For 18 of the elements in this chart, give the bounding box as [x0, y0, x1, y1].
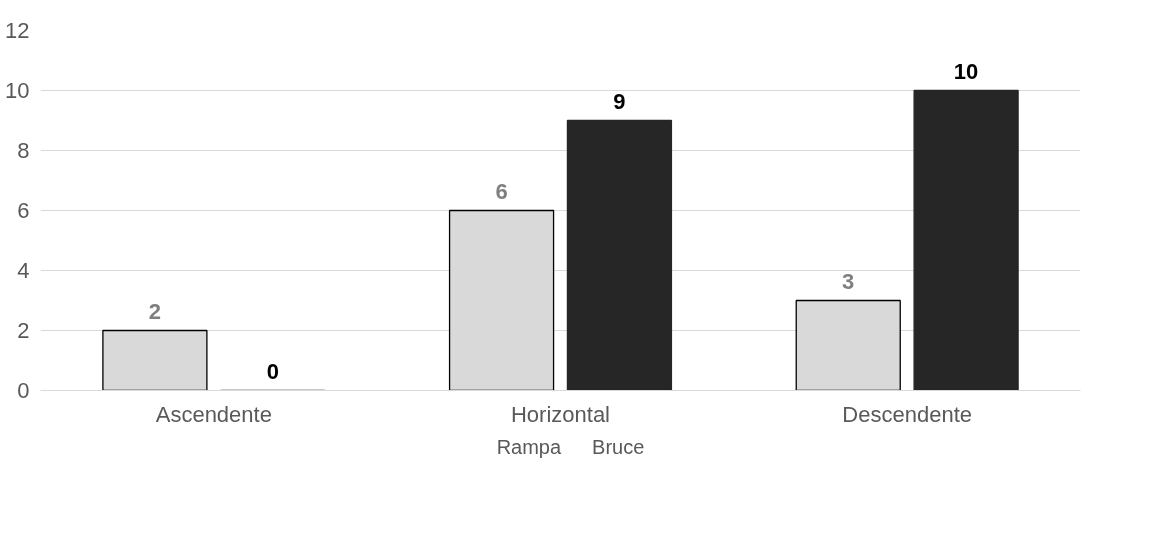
- y-tick-label: 8: [17, 138, 30, 163]
- x-tick-label: Ascendente: [155, 401, 272, 427]
- data-label: 6: [495, 178, 508, 204]
- data-label: 3: [842, 268, 855, 294]
- y-tick-label: 6: [17, 198, 30, 223]
- y-tick-label: 10: [5, 78, 30, 103]
- text: Rampa: [496, 435, 562, 459]
- data-label: 9: [613, 88, 626, 114]
- x-tick-label: Descendente: [842, 401, 972, 427]
- text: Bruce: [592, 435, 645, 459]
- y-tick-label: 0: [17, 378, 30, 403]
- y-tick-label: 4: [17, 258, 30, 283]
- x-tick-label: Horizontal: [510, 401, 611, 427]
- data-label: 10: [953, 58, 979, 84]
- data-label: 0: [266, 358, 279, 384]
- y-tick-label: 2: [17, 318, 30, 343]
- data-label: 2: [148, 298, 162, 324]
- y-tick-label: 12: [5, 18, 30, 43]
